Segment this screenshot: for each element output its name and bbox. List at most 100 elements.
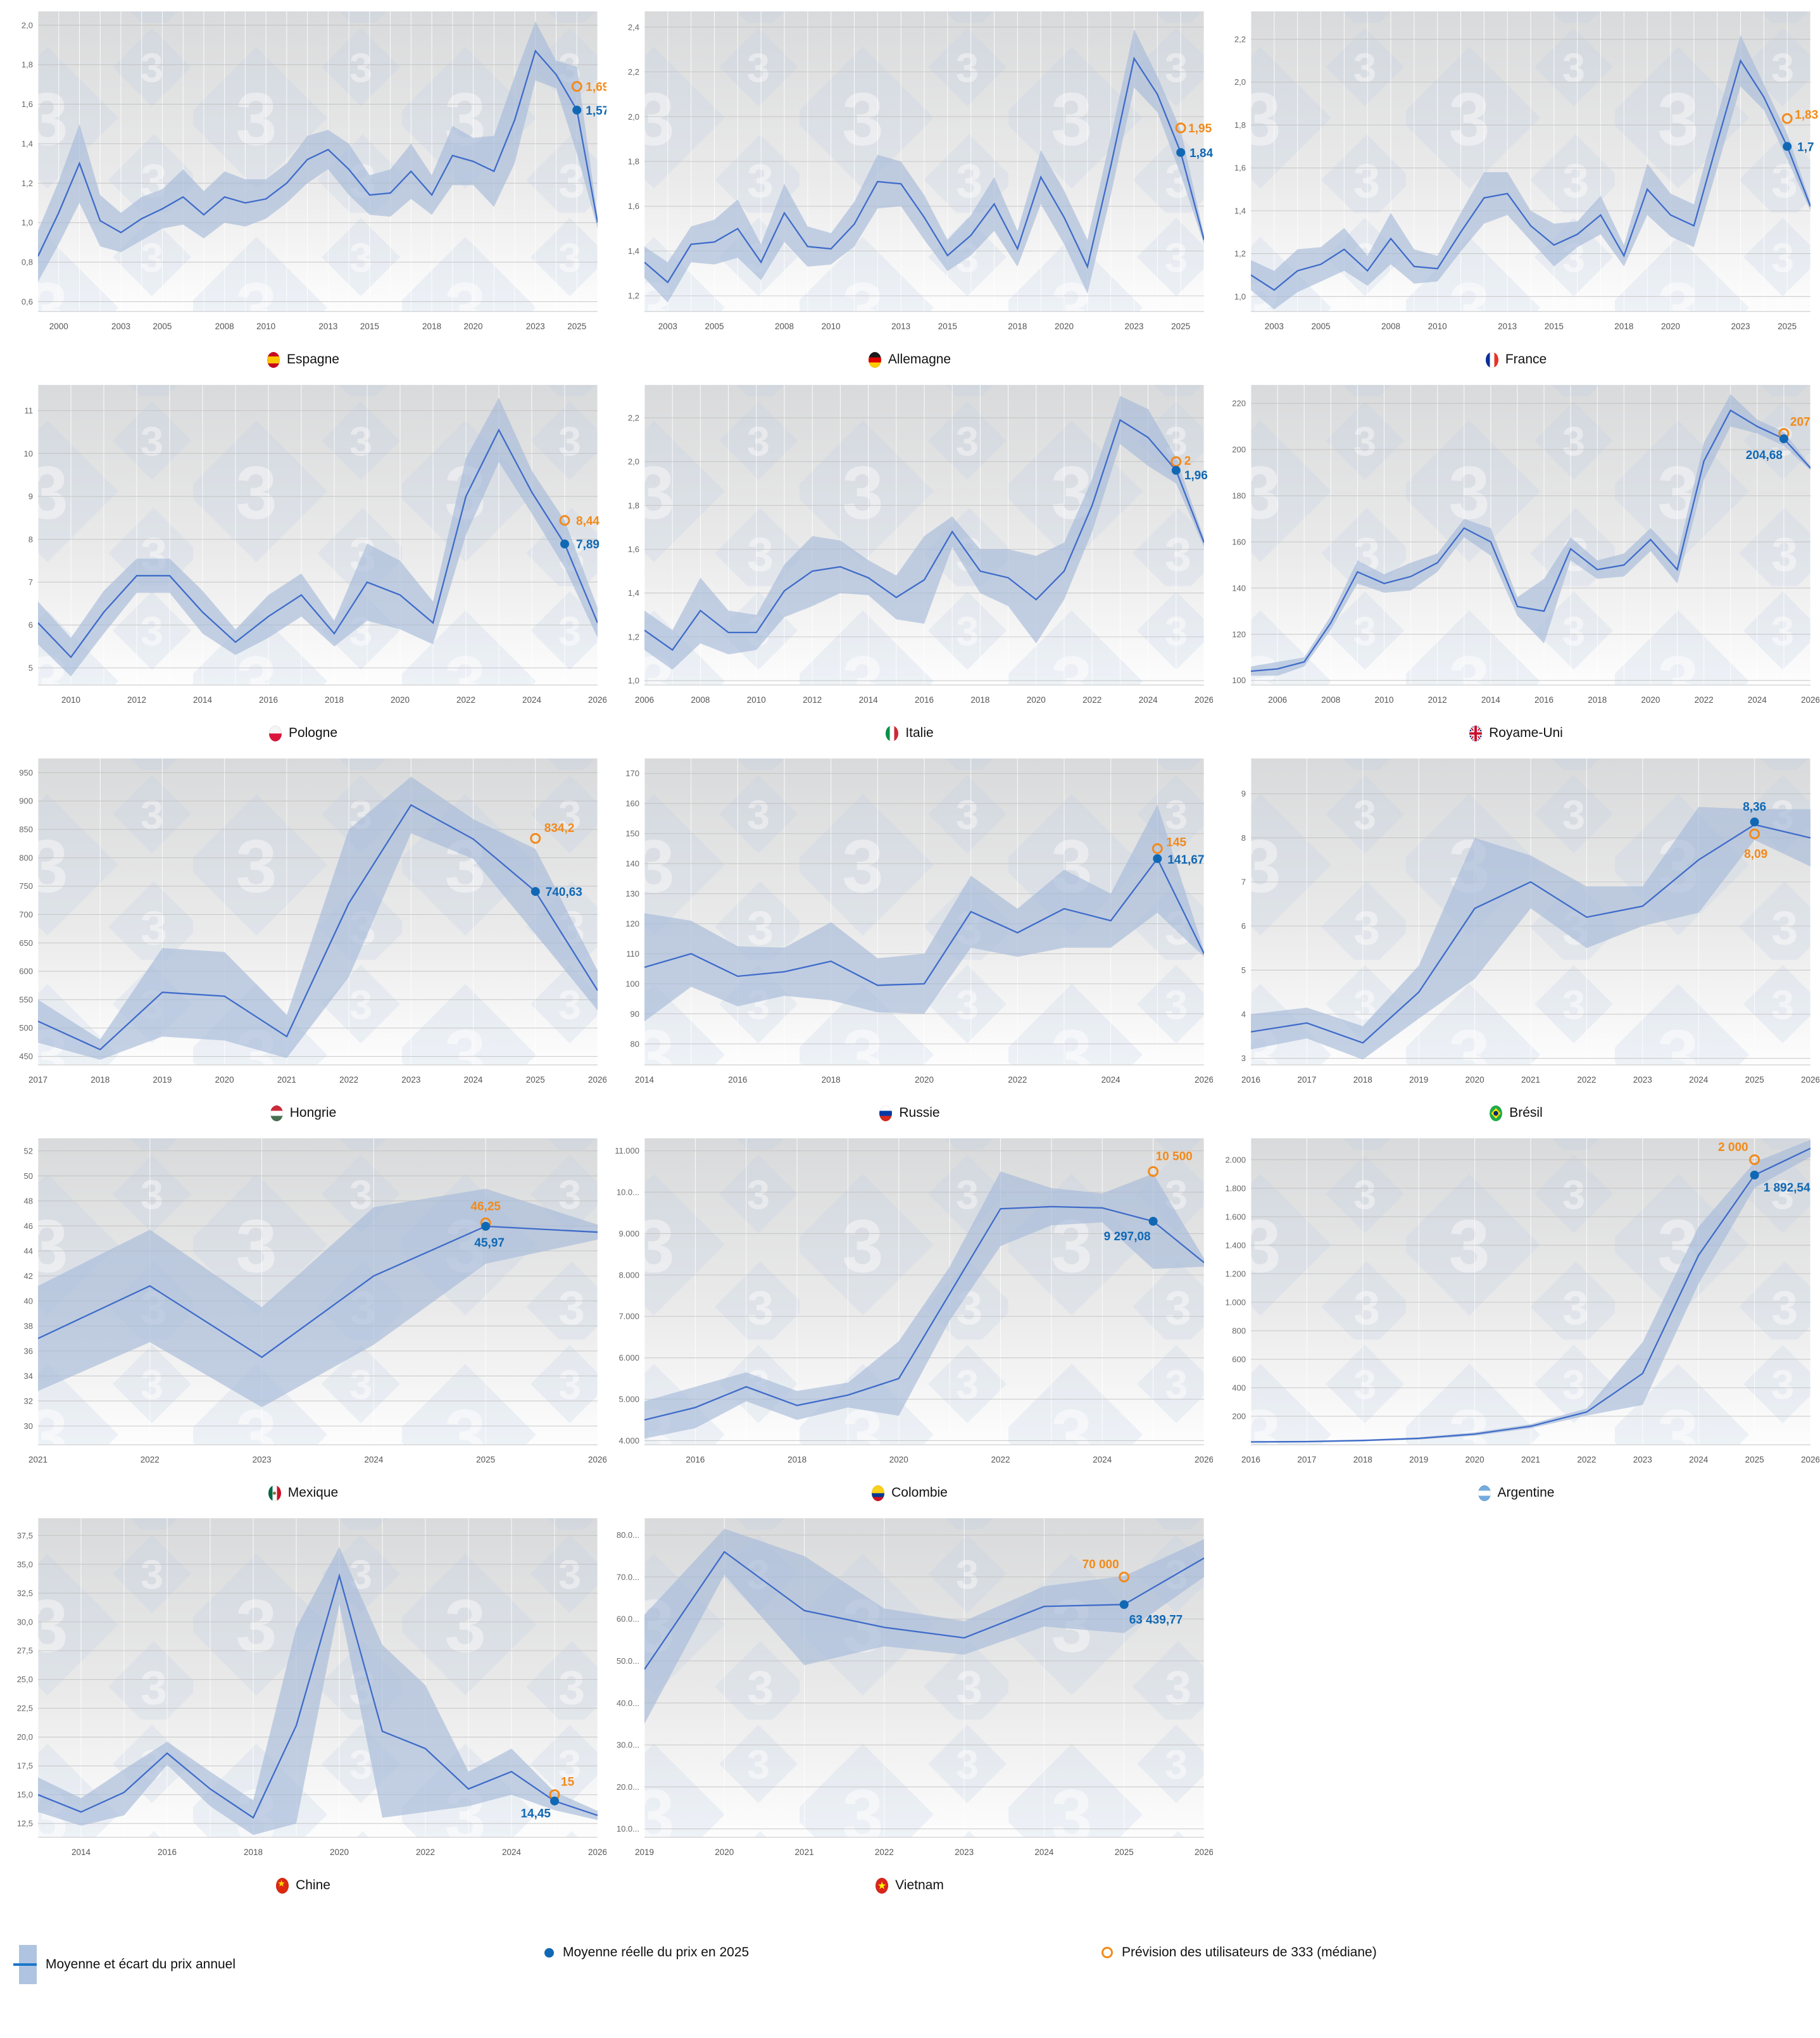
y-axis-ticks: 4.000 5.000 6.000 7.000 8.000 9.000 10.0... 11.… (615, 1146, 639, 1445)
price-line (1251, 1147, 1811, 1443)
chart-bresil: 3333456789201620172018201920202021202220… (1241, 758, 1819, 1085)
chart-pologne: 3335678910112010201220142016201820202022… (24, 385, 606, 705)
svg-text:2026: 2026 (1195, 695, 1213, 705)
actual-value-label: 45,97 (474, 1236, 505, 1250)
svg-text:2003: 2003 (1265, 322, 1284, 331)
country-label-row-allemagne: Allemagne (606, 346, 1213, 374)
svg-text:2,0: 2,0 (628, 457, 639, 467)
colombie-flag-icon (872, 1485, 885, 1501)
svg-text:2022: 2022 (1008, 1075, 1027, 1085)
svg-text:2020: 2020 (1465, 1075, 1484, 1085)
svg-text:600: 600 (1232, 1354, 1246, 1364)
svg-text:200: 200 (1232, 445, 1246, 455)
svg-text:2026: 2026 (588, 1455, 606, 1464)
svg-text:2026: 2026 (588, 695, 606, 705)
svg-text:2010: 2010 (1428, 322, 1447, 331)
svg-text:1,6: 1,6 (628, 201, 639, 211)
svg-text:1,6: 1,6 (22, 99, 33, 109)
y-axis-ticks: 450 500 550 600 650 700 750 800 850 900 950 (19, 768, 33, 1061)
actual-price-point (1153, 854, 1162, 864)
actual-price-point (1171, 465, 1181, 475)
y-axis-ticks: 3 4 5 6 7 8 9 (1241, 789, 1246, 1063)
svg-text:220: 220 (1232, 399, 1246, 408)
forecast-value-label: 8,09 (1744, 848, 1767, 861)
svg-text:2024: 2024 (1139, 695, 1158, 705)
svg-text:2022: 2022 (339, 1075, 358, 1085)
svg-text:2024: 2024 (1689, 1455, 1709, 1464)
svg-text:50.0...: 50.0... (617, 1656, 639, 1666)
svg-text:5.000: 5.000 (618, 1395, 639, 1404)
actual-price-point (550, 1796, 559, 1806)
italie-flag-icon (886, 725, 899, 741)
svg-text:2020: 2020 (1641, 695, 1660, 705)
svg-text:600: 600 (19, 967, 33, 976)
svg-text:9.000: 9.000 (618, 1229, 639, 1238)
y-axis-ticks: 80 90 100 110 120 130 140 150 160 170 (625, 769, 639, 1048)
svg-text:1,8: 1,8 (628, 157, 639, 167)
price-line (38, 1225, 598, 1359)
svg-text:2016: 2016 (1241, 1075, 1260, 1085)
svg-text:2018: 2018 (422, 322, 441, 331)
svg-text:12,5: 12,5 (17, 1819, 33, 1828)
svg-text:60.0...: 60.0... (617, 1614, 639, 1624)
svg-text:2022: 2022 (875, 1847, 894, 1857)
svg-text:2020: 2020 (715, 1847, 734, 1857)
actual-price-point (1779, 434, 1788, 444)
svg-text:11.000: 11.000 (615, 1146, 639, 1155)
allemagne-flag-icon (868, 351, 881, 368)
svg-text:80: 80 (631, 1039, 639, 1048)
forecast-value-label: 1,95 (1188, 122, 1212, 135)
svg-text:400: 400 (1232, 1383, 1246, 1392)
svg-text:2019: 2019 (153, 1075, 172, 1085)
svg-text:2016: 2016 (728, 1075, 747, 1085)
price-band (38, 776, 598, 1060)
svg-text:30: 30 (24, 1421, 33, 1431)
forecast-point (1749, 828, 1760, 840)
y-axis-ticks: 1,2 1,4 1,6 1,8 2,0 2,2 2,4 (628, 22, 639, 300)
svg-text:17,5: 17,5 (17, 1761, 33, 1771)
country-label-row-royaume-uni: Royame-Uni (1213, 719, 1819, 747)
svg-text:40: 40 (24, 1296, 33, 1305)
forecast-value-label: 70 000 (1083, 1558, 1119, 1571)
svg-text:1.000: 1.000 (1225, 1297, 1246, 1307)
svg-text:1,4: 1,4 (628, 588, 639, 598)
forecast-point (1749, 1154, 1760, 1166)
svg-text:110: 110 (626, 949, 639, 959)
country-label-row-hongrie: Hongrie (0, 1099, 606, 1127)
svg-text:1.600: 1.600 (1225, 1212, 1246, 1221)
svg-text:2018: 2018 (1588, 695, 1607, 705)
svg-text:2016: 2016 (915, 695, 934, 705)
svg-text:140: 140 (1232, 583, 1246, 593)
x-axis-ticks: 2016 2018 2020 2022 2024 2026 (686, 1455, 1213, 1464)
svg-text:2021: 2021 (1521, 1455, 1540, 1464)
country-label-row-colombie: Colombie (606, 1479, 1213, 1507)
svg-text:6: 6 (28, 620, 33, 630)
svg-text:2.000: 2.000 (1225, 1155, 1246, 1164)
svg-text:950: 950 (19, 768, 33, 777)
svg-text:2022: 2022 (1577, 1075, 1596, 1085)
svg-text:2018: 2018 (822, 1075, 841, 1085)
chart-card-russie: 3338090100110120130140150160170201420162… (606, 751, 1213, 1131)
y-axis-ticks: 1,0 1,2 1,4 1,6 1,8 2,0 2,2 (628, 413, 639, 685)
royaume-uni-flag-icon (1469, 725, 1483, 741)
svg-text:2024: 2024 (1101, 1075, 1121, 1085)
svg-text:2019: 2019 (1409, 1075, 1428, 1085)
price-band (1251, 394, 1811, 676)
svg-text:2,2: 2,2 (628, 67, 639, 77)
svg-text:2020: 2020 (1027, 695, 1046, 705)
svg-text:2020: 2020 (391, 695, 410, 705)
svg-text:1,8: 1,8 (628, 501, 639, 510)
svg-text:2025: 2025 (476, 1455, 495, 1464)
svg-text:1,4: 1,4 (22, 139, 33, 148)
chart-russie: 3338090100110120130140150160170201420162… (625, 758, 1213, 1085)
svg-text:2020: 2020 (1055, 322, 1074, 331)
actual-price-point (560, 539, 569, 549)
svg-text:2006: 2006 (635, 695, 654, 705)
price-line (1251, 59, 1811, 291)
svg-text:2008: 2008 (691, 695, 710, 705)
svg-text:2024: 2024 (522, 695, 542, 705)
forecast-point (559, 515, 570, 526)
svg-text:2018: 2018 (970, 695, 989, 705)
svg-text:52: 52 (24, 1146, 33, 1155)
charts-grid: 3330,60,81,01,21,41,61,82,02000200320052… (0, 11, 1819, 1894)
